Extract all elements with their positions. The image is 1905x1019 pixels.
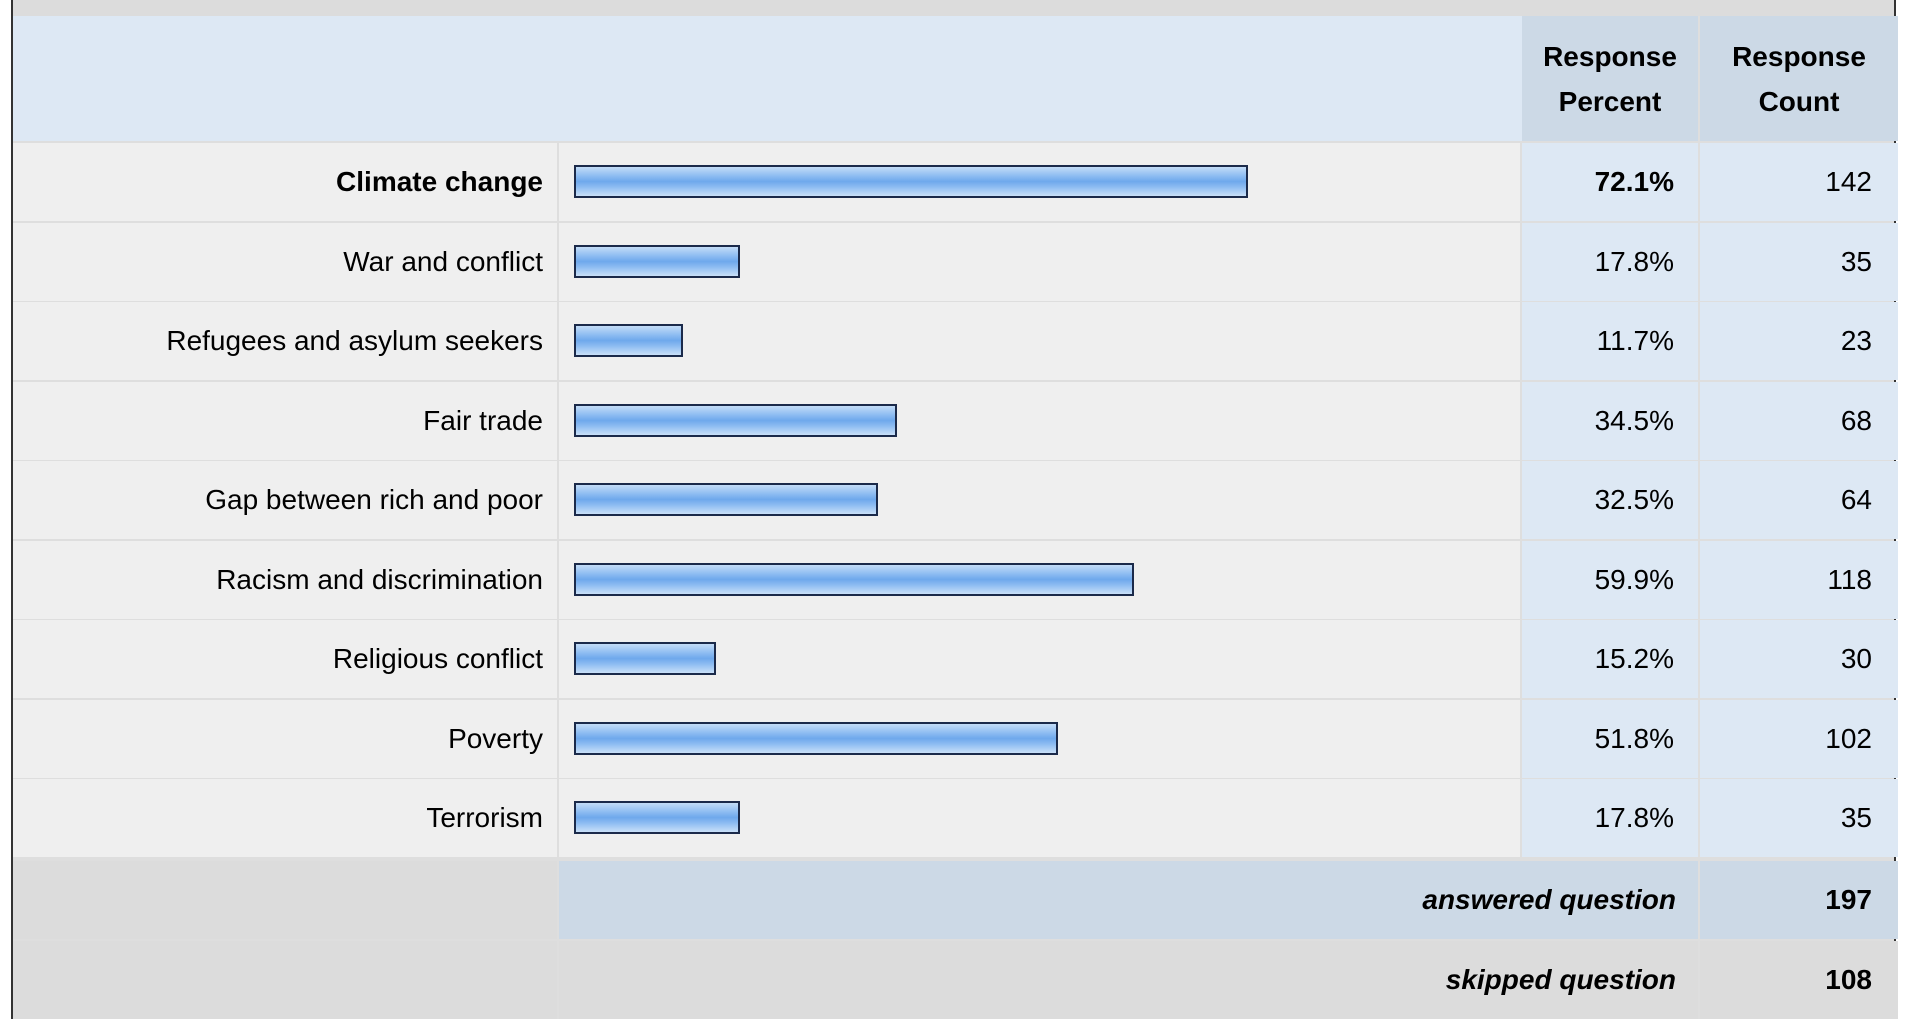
- answer-row: War and conflict 17.8% 35: [13, 223, 1898, 301]
- response-count: 118: [1700, 541, 1898, 619]
- answer-row: Refugees and asylum seekers 11.7% 23: [13, 302, 1898, 380]
- response-count: 23: [1700, 302, 1898, 380]
- bar-cell: [559, 620, 1520, 698]
- response-bar: [574, 324, 683, 357]
- bar-cell: [559, 382, 1520, 460]
- answered-question-label: answered question: [559, 861, 1698, 939]
- skipped-question-label: skipped question: [559, 941, 1698, 1019]
- answer-row: Poverty 51.8% 102: [13, 700, 1898, 778]
- header-response-percent-label: Response Percent: [1543, 40, 1677, 117]
- table-header: [13, 16, 1522, 141]
- response-percent: 51.8%: [1522, 700, 1698, 778]
- skipped-row: skipped question 108: [13, 941, 1898, 1019]
- top-strip: [13, 0, 1894, 16]
- response-bar: [574, 165, 1248, 198]
- skipped-question-value: 108: [1700, 941, 1898, 1019]
- answer-row: Racism and discrimination 59.9% 118: [13, 541, 1898, 619]
- response-count: 142: [1700, 143, 1898, 221]
- response-bar: [574, 483, 878, 516]
- response-count: 64: [1700, 461, 1898, 539]
- header-response-percent: Response Percent: [1522, 16, 1698, 141]
- bar-cell: [559, 700, 1520, 778]
- response-percent: 17.8%: [1522, 779, 1698, 857]
- answer-row: Terrorism 17.8% 35: [13, 779, 1898, 857]
- response-percent: 72.1%: [1522, 143, 1698, 221]
- response-count: 35: [1700, 223, 1898, 301]
- answer-row: Fair trade 34.5% 68: [13, 382, 1898, 460]
- answer-label: Fair trade: [13, 382, 557, 460]
- response-bar: [574, 404, 897, 437]
- answer-label: Refugees and asylum seekers: [13, 302, 557, 380]
- bar-cell: [559, 302, 1520, 380]
- response-count: 30: [1700, 620, 1898, 698]
- response-bar: [574, 563, 1134, 596]
- answer-row: Climate change 72.1% 142: [13, 143, 1898, 221]
- response-percent: 17.8%: [1522, 223, 1698, 301]
- answer-label: Poverty: [13, 700, 557, 778]
- survey-results-table: Response Percent Response Count Climate …: [11, 0, 1898, 1019]
- header-response-count: Response Count: [1700, 16, 1898, 141]
- answer-label: War and conflict: [13, 223, 557, 301]
- response-count: 102: [1700, 700, 1898, 778]
- bar-cell: [559, 143, 1520, 221]
- response-count: 68: [1700, 382, 1898, 460]
- response-percent: 34.5%: [1522, 382, 1698, 460]
- answer-label: Racism and discrimination: [13, 541, 557, 619]
- response-percent: 11.7%: [1522, 302, 1698, 380]
- answer-row: Gap between rich and poor 32.5% 64: [13, 461, 1898, 539]
- answer-label: Gap between rich and poor: [13, 461, 557, 539]
- response-percent: 15.2%: [1522, 620, 1698, 698]
- skipped-row-spacer: [13, 941, 557, 1019]
- bar-cell: [559, 223, 1520, 301]
- response-percent: 32.5%: [1522, 461, 1698, 539]
- answered-row: answered question 197: [13, 861, 1898, 939]
- bar-cell: [559, 541, 1520, 619]
- header-response-count-label: Response Count: [1732, 40, 1866, 117]
- answer-row: Religious conflict 15.2% 30: [13, 620, 1898, 698]
- response-percent: 59.9%: [1522, 541, 1698, 619]
- response-bar: [574, 642, 716, 675]
- response-bar: [574, 245, 740, 278]
- response-bar: [574, 801, 740, 834]
- response-count: 35: [1700, 779, 1898, 857]
- answered-question-value: 197: [1700, 861, 1898, 939]
- answer-label: Climate change: [13, 143, 557, 221]
- answered-row-spacer: [13, 861, 557, 939]
- response-bar: [574, 722, 1058, 755]
- answer-label: Terrorism: [13, 779, 557, 857]
- answer-label: Religious conflict: [13, 620, 557, 698]
- bar-cell: [559, 461, 1520, 539]
- bar-cell: [559, 779, 1520, 857]
